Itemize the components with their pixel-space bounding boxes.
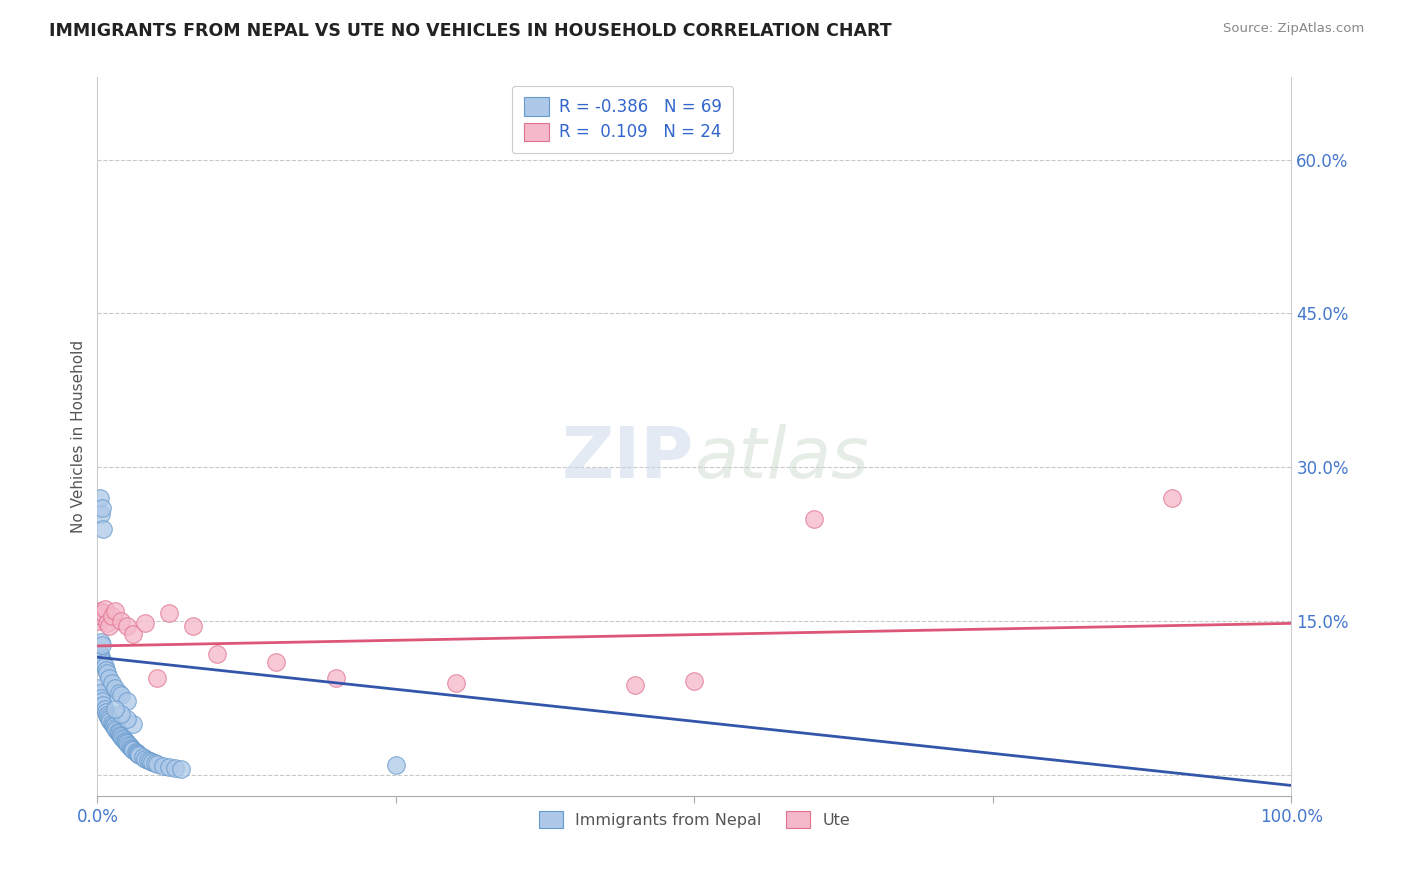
Legend: Immigrants from Nepal, Ute: Immigrants from Nepal, Ute <box>533 805 856 834</box>
Point <box>121 741 143 756</box>
Point <box>87 681 110 695</box>
Point <box>803 511 825 525</box>
Point <box>139 754 162 768</box>
Point <box>163 761 186 775</box>
Point <box>103 719 125 733</box>
Point <box>146 671 169 685</box>
Point <box>157 760 180 774</box>
Point <box>90 650 112 665</box>
Point <box>108 728 131 742</box>
Point <box>1161 491 1184 505</box>
Point <box>115 694 138 708</box>
Point <box>104 721 127 735</box>
Point <box>115 736 138 750</box>
Point <box>104 701 127 715</box>
Point <box>181 619 204 633</box>
Point <box>96 616 118 631</box>
Point <box>134 616 156 631</box>
Point <box>120 740 142 755</box>
Point <box>115 712 138 726</box>
Point <box>94 663 117 677</box>
Point <box>112 732 135 747</box>
Y-axis label: No Vehicles in Household: No Vehicles in Household <box>72 340 86 533</box>
Point <box>98 712 121 726</box>
Point <box>266 656 288 670</box>
Point <box>105 723 128 737</box>
Point <box>110 688 132 702</box>
Point <box>91 653 114 667</box>
Point <box>89 647 111 661</box>
Point <box>100 609 122 624</box>
Point <box>93 659 115 673</box>
Point <box>101 718 124 732</box>
Point <box>89 686 111 700</box>
Point <box>117 739 139 753</box>
Point <box>91 657 114 671</box>
Point <box>91 694 114 708</box>
Point <box>118 739 141 754</box>
Point <box>152 759 174 773</box>
Point <box>91 606 114 620</box>
Point <box>132 749 155 764</box>
Point <box>111 731 134 746</box>
Point <box>325 671 347 685</box>
Point <box>108 726 131 740</box>
Text: IMMIGRANTS FROM NEPAL VS UTE NO VEHICLES IN HOUSEHOLD CORRELATION CHART: IMMIGRANTS FROM NEPAL VS UTE NO VEHICLES… <box>49 22 891 40</box>
Point <box>205 647 228 661</box>
Point <box>444 676 467 690</box>
Point <box>91 522 114 536</box>
Point <box>91 638 114 652</box>
Point <box>90 635 112 649</box>
Point <box>157 606 180 620</box>
Point <box>110 615 132 629</box>
Point <box>114 734 136 748</box>
Point <box>143 756 166 770</box>
Point <box>89 491 111 505</box>
Text: Source: ZipAtlas.com: Source: ZipAtlas.com <box>1223 22 1364 36</box>
Point <box>90 507 112 521</box>
Point <box>98 619 121 633</box>
Point <box>122 717 145 731</box>
Point <box>683 673 706 688</box>
Point <box>91 501 114 516</box>
Point <box>94 705 117 719</box>
Point <box>115 619 138 633</box>
Point <box>170 762 193 776</box>
Point <box>93 701 115 715</box>
Point <box>100 715 122 730</box>
Point <box>122 626 145 640</box>
Point <box>146 756 169 771</box>
Point <box>122 742 145 756</box>
Point <box>96 665 118 680</box>
Point <box>124 745 146 759</box>
Point <box>108 686 131 700</box>
Point <box>93 602 115 616</box>
Point <box>98 671 121 685</box>
Point <box>90 691 112 706</box>
Point <box>141 755 163 769</box>
Point <box>90 609 112 624</box>
Point <box>134 752 156 766</box>
Point <box>91 698 114 713</box>
Point <box>110 706 132 721</box>
Point <box>89 604 111 618</box>
Point <box>136 753 159 767</box>
Point <box>385 758 408 772</box>
Point <box>623 678 645 692</box>
Point <box>100 714 122 728</box>
Text: ZIP: ZIP <box>562 424 695 492</box>
Point <box>125 746 148 760</box>
Point <box>115 735 138 749</box>
Point <box>104 604 127 618</box>
Point <box>87 615 110 629</box>
Point <box>100 676 122 690</box>
Point <box>127 747 149 761</box>
Point <box>110 729 132 743</box>
Point <box>96 707 118 722</box>
Point <box>104 681 127 695</box>
Point <box>128 747 150 762</box>
Point <box>97 710 120 724</box>
Point <box>107 725 129 739</box>
Text: atlas: atlas <box>695 424 869 492</box>
